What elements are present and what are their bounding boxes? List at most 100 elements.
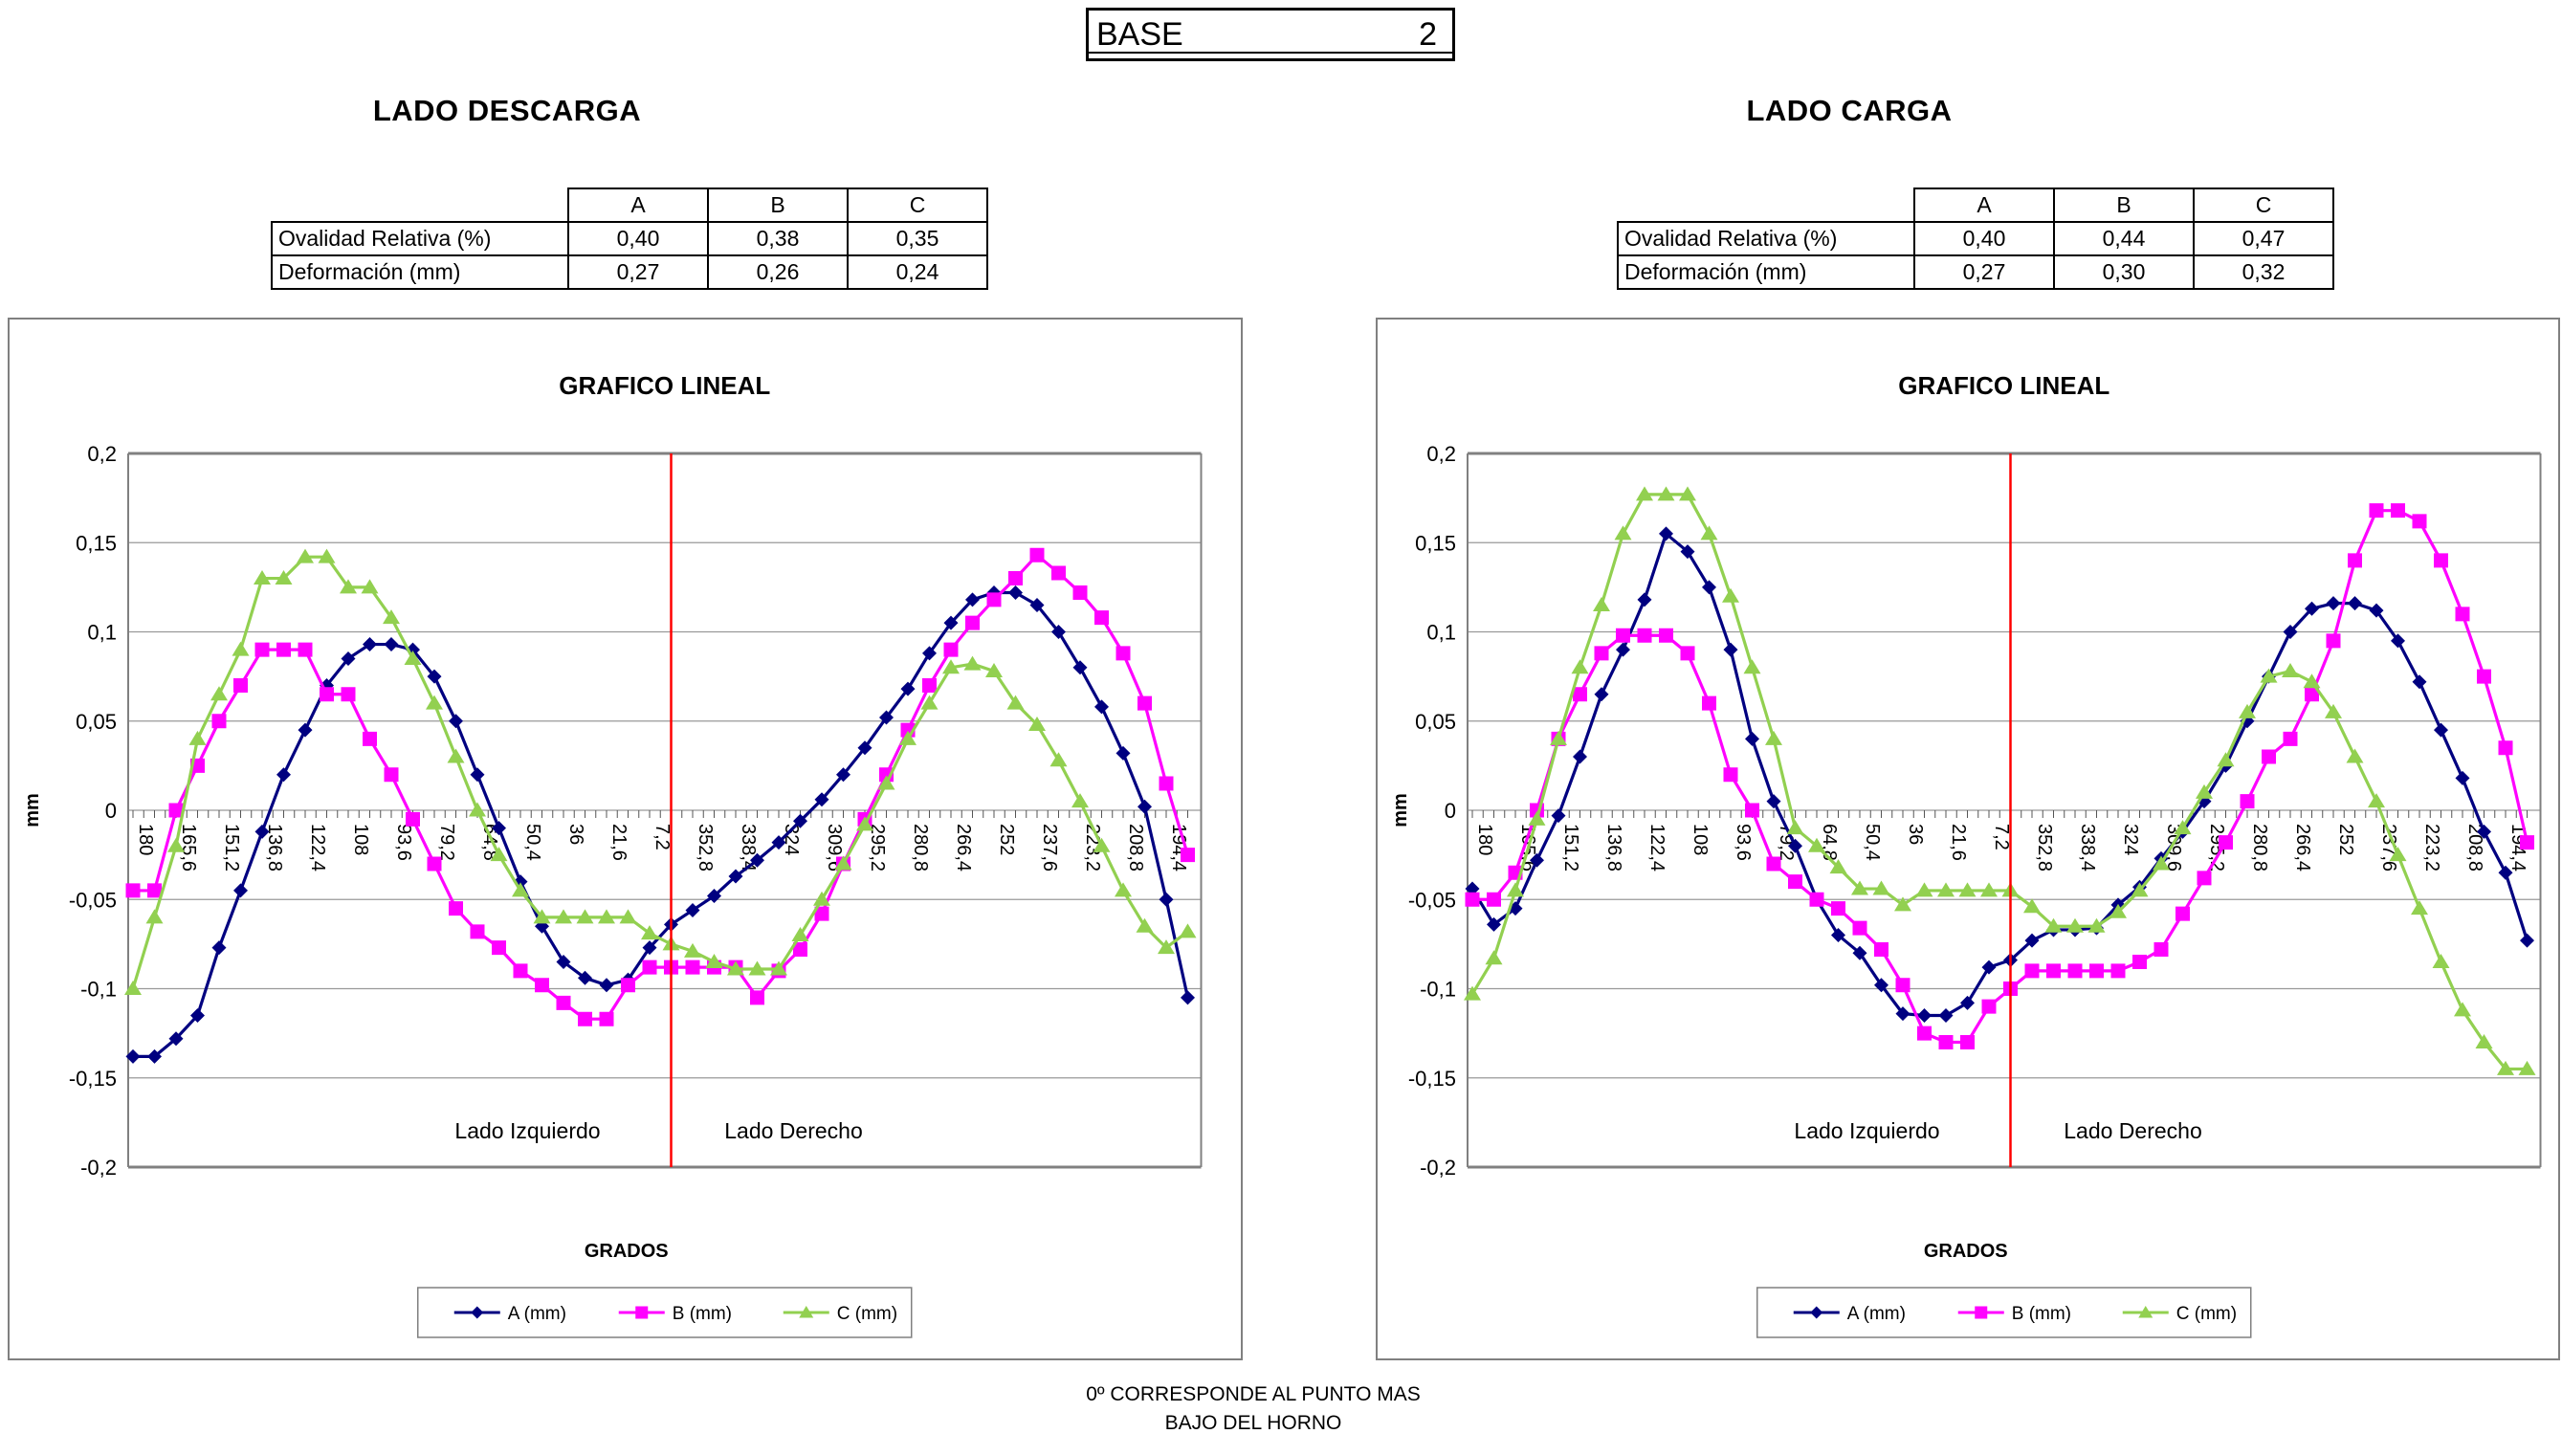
x-axis-label: 122,4	[1646, 824, 1668, 871]
legend-label: A (mm)	[1847, 1304, 1906, 1324]
col-header-a: A	[1913, 188, 2055, 223]
y-axis-label: 0,05	[1415, 710, 1456, 734]
x-axis-ticks	[132, 810, 1188, 818]
series-c-markers	[1464, 486, 2536, 1075]
x-axis-label: 165,6	[178, 824, 199, 871]
y-axis-label: 0,2	[87, 442, 117, 466]
series-c-line	[1470, 493, 2528, 1071]
x-axis-label: 324	[2120, 824, 2141, 855]
x-axis-label: 36	[1905, 824, 1926, 845]
x-axis-label: 64,8	[479, 824, 500, 861]
y-axis-label: -0,05	[1408, 888, 1456, 912]
y-axis-label: -0,1	[80, 978, 117, 1002]
cell-value: 0,38	[707, 221, 849, 256]
x-axis-label: 266,4	[2292, 824, 2313, 871]
y-axis-label: 0	[1445, 799, 1456, 823]
table-row: Ovalidad Relativa (%) 0,40 0,38 0,35	[271, 221, 988, 256]
table-row: Deformación (mm) 0,27 0,30 0,32	[1617, 254, 2334, 290]
x-axis-ticks	[1471, 810, 2528, 818]
table-row: Ovalidad Relativa (%) 0,40 0,44 0,47	[1617, 221, 2334, 256]
y-axis-label: 0,2	[1426, 442, 1456, 466]
lado-izquierdo-label: Lado Izquierdo	[1794, 1118, 1939, 1143]
x-axis-label: 50,4	[522, 824, 543, 861]
x-axis-label: 280,8	[910, 824, 931, 871]
x-axis-label: 208,8	[2464, 824, 2485, 871]
y-axis-label: -0,2	[80, 1156, 117, 1180]
x-axis-label: 50,4	[1862, 824, 1883, 861]
y-axis-label: -0,2	[1420, 1156, 1456, 1180]
y-axis-label: 0,15	[1415, 531, 1456, 555]
cell-value: 0,27	[567, 254, 709, 290]
col-header-a: A	[567, 188, 709, 223]
y-axis-label: 0	[105, 799, 117, 823]
x-axis-label: 280,8	[2249, 824, 2270, 871]
lado-derecho-label: Lado Derecho	[2064, 1118, 2202, 1143]
bottom-note: 0º CORRESPONDE AL PUNTO MAS BAJO DEL HOR…	[966, 1380, 1540, 1438]
table-header-row: A B C	[272, 188, 988, 223]
chart-title: GRAFICO LINEAL	[1898, 371, 2109, 400]
x-axis-label: 7,2	[1991, 824, 2012, 850]
row-label: Ovalidad Relativa (%)	[1617, 221, 1915, 256]
x-axis-labels: 180 165,6 151,2 136,8 122,4 108 93,6 79,2 64,8 50…	[1474, 824, 2529, 871]
y-axis-label: -0,15	[69, 1067, 117, 1091]
col-header-b: B	[707, 188, 849, 223]
ovality-table-descarga: A B C Ovalidad Relativa (%) 0,40 0,38 0,…	[271, 188, 988, 290]
base-number: 2	[1419, 15, 1437, 53]
legend-marker-c	[799, 1306, 814, 1318]
x-axis-label: 21,6	[1948, 824, 1969, 861]
x-axis-label: 93,6	[1733, 824, 1754, 861]
x-axis-label: 352,8	[2034, 824, 2055, 871]
section-title-carga: LADO CARGA	[1746, 94, 1953, 127]
x-axis-label: 108	[1690, 824, 1711, 855]
y-axis-label: 0,1	[87, 621, 117, 645]
legend: A (mm) B (mm) C (mm)	[1756, 1287, 2252, 1338]
legend-label: B (mm)	[2012, 1304, 2071, 1324]
x-axis-label: 295,2	[867, 824, 888, 871]
ovality-table-carga: A B C Ovalidad Relativa (%) 0,40 0,44 0,…	[1617, 188, 2334, 290]
chart-lado-descarga: 0,2 0,15 0,1 0,05 0 -0,05 -0,1 -0,15 -0,2 180 165,…	[8, 318, 1243, 1360]
cell-value: 0,30	[2053, 254, 2195, 290]
y-axis-label: 0,1	[1426, 621, 1456, 645]
y-axis-title: mm	[22, 793, 43, 827]
x-axis-label: 252	[2335, 824, 2356, 855]
series-a-line	[1470, 532, 2529, 1018]
x-axis-label: 36	[565, 824, 586, 845]
lado-izquierdo-label: Lado Izquierdo	[454, 1118, 600, 1143]
x-axis-labels: 180 165,6 151,2 136,8 122,4 108 93,6 79,2 64,8 50…	[135, 824, 1189, 871]
row-label: Deformación (mm)	[1617, 254, 1915, 290]
col-header-b: B	[2053, 188, 2195, 223]
x-axis-label: 108	[350, 824, 371, 855]
y-axis-title: mm	[1390, 793, 1411, 827]
x-axis-label: 151,2	[221, 824, 242, 871]
cell-value: 0,40	[567, 221, 709, 256]
series-b-markers	[1465, 503, 2534, 1049]
cell-value: 0,26	[707, 254, 849, 290]
x-axis-label: 151,2	[1560, 824, 1581, 871]
col-header-c: C	[847, 188, 988, 223]
gridlines: 0,2 0,15 0,1 0,05 0 -0,05 -0,1 -0,15 -0,2	[69, 442, 1203, 1180]
y-axis-label: -0,15	[1408, 1067, 1456, 1091]
row-label: Deformación (mm)	[271, 254, 569, 290]
series-c-line	[131, 555, 1189, 989]
x-axis-label: 180	[135, 824, 156, 855]
legend-marker-a	[1810, 1306, 1823, 1319]
x-axis-label: 208,8	[1125, 824, 1146, 871]
cell-value: 0,47	[2193, 221, 2334, 256]
x-axis-label: 352,8	[695, 824, 716, 871]
cell-value: 0,24	[847, 254, 988, 290]
legend-label: C (mm)	[2176, 1304, 2237, 1324]
cell-value: 0,35	[847, 221, 988, 256]
bottom-note-line2: BAJO DEL HORNO	[1164, 1412, 1342, 1434]
series-b-line	[133, 553, 1190, 1021]
col-header-c: C	[2193, 188, 2334, 223]
x-axis-label: 223,2	[2421, 824, 2442, 871]
x-axis-label: 136,8	[264, 824, 285, 871]
section-title-descarga: LADO DESCARGA	[372, 94, 642, 127]
x-axis-label: 7,2	[652, 824, 673, 850]
y-axis-label: 0,15	[76, 531, 117, 555]
x-axis-title: GRADOS	[585, 1241, 669, 1262]
legend: A (mm) B (mm) C (mm)	[417, 1287, 913, 1338]
x-axis-label: 79,2	[436, 824, 457, 861]
